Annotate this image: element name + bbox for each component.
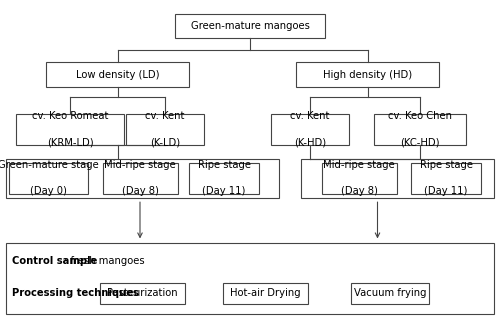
FancyBboxPatch shape	[102, 163, 178, 194]
Text: Green-mature stage

(Day 0): Green-mature stage (Day 0)	[0, 160, 99, 196]
FancyBboxPatch shape	[351, 283, 429, 304]
FancyBboxPatch shape	[9, 163, 88, 194]
FancyBboxPatch shape	[175, 14, 325, 38]
FancyBboxPatch shape	[100, 283, 185, 304]
FancyBboxPatch shape	[126, 114, 204, 145]
Text: : fresh mangoes: : fresh mangoes	[64, 256, 145, 266]
Text: Ripe stage

(Day 11): Ripe stage (Day 11)	[420, 160, 472, 196]
FancyBboxPatch shape	[374, 114, 466, 145]
FancyBboxPatch shape	[46, 62, 189, 87]
FancyBboxPatch shape	[6, 243, 494, 314]
Text: Pasteurization: Pasteurization	[107, 288, 178, 298]
Text: Hot-air Drying: Hot-air Drying	[230, 288, 300, 298]
FancyBboxPatch shape	[16, 114, 124, 145]
FancyBboxPatch shape	[189, 163, 259, 194]
Text: Green-mature mangoes: Green-mature mangoes	[190, 21, 310, 31]
FancyBboxPatch shape	[271, 114, 349, 145]
Text: :: :	[91, 288, 94, 298]
Text: cv. Keo Romeat

(KRM-LD): cv. Keo Romeat (KRM-LD)	[32, 111, 108, 148]
Text: Vacuum frying: Vacuum frying	[354, 288, 426, 298]
FancyBboxPatch shape	[322, 163, 396, 194]
Text: Mid-ripe stage

(Day 8): Mid-ripe stage (Day 8)	[104, 160, 176, 196]
Text: Mid-ripe stage

(Day 8): Mid-ripe stage (Day 8)	[323, 160, 395, 196]
Text: Processing techniques: Processing techniques	[12, 288, 139, 298]
Text: cv. Keo Chen

(KC-HD): cv. Keo Chen (KC-HD)	[388, 111, 452, 148]
Text: Low density (LD): Low density (LD)	[76, 70, 159, 79]
Text: High density (HD): High density (HD)	[323, 70, 412, 79]
Text: cv. Kent

(K-HD): cv. Kent (K-HD)	[290, 111, 330, 148]
Text: Ripe stage

(Day 11): Ripe stage (Day 11)	[198, 160, 250, 196]
Text: cv. Kent

(K-LD): cv. Kent (K-LD)	[146, 111, 184, 148]
FancyBboxPatch shape	[296, 62, 439, 87]
FancyBboxPatch shape	[222, 283, 308, 304]
Text: Control sample: Control sample	[12, 256, 98, 266]
FancyBboxPatch shape	[411, 163, 481, 194]
